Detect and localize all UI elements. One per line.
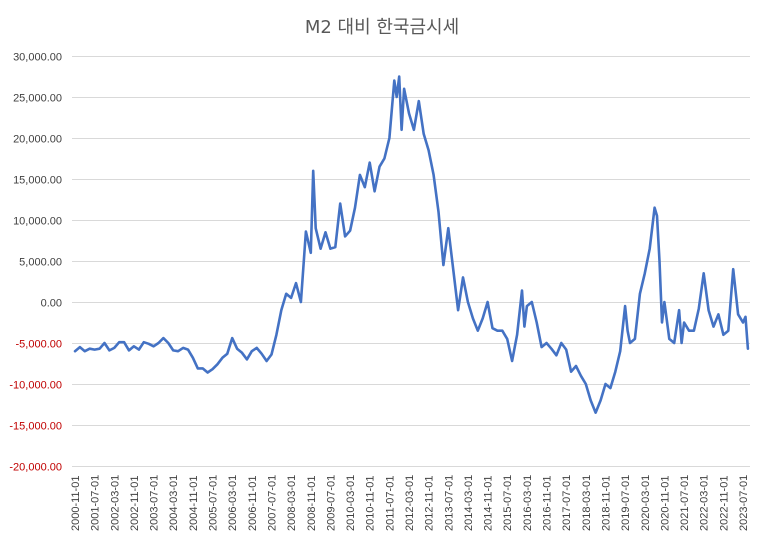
x-tick-label: 2014-03-01 [463,475,475,531]
y-tick-label: -15,000.00 [9,421,62,433]
x-tick-label: 2010-03-01 [345,475,357,531]
x-tick-label: 2012-11-01 [424,476,436,531]
x-tick-label: 2015-07-01 [502,475,514,531]
x-tick-label: 2017-07-01 [561,475,573,531]
x-tick-label: 2002-03-01 [109,475,121,531]
x-tick-label: 2012-03-01 [404,475,416,531]
y-tick-label: 20,000.00 [13,134,62,146]
x-tick-label: 2016-03-01 [522,475,534,531]
gridlines [72,56,750,467]
chart-title: M2 대비 한국금시세 [305,17,459,38]
x-tick-label: 2000-11-01 [70,476,82,531]
x-tick-label: 2004-11-01 [188,476,200,531]
y-tick-label: 5,000.00 [19,257,62,269]
x-tick-label: 2013-07-01 [443,475,455,531]
x-tick-label: 2016-11-01 [542,476,554,531]
x-tick-label: 2023-07-01 [738,475,750,531]
x-tick-label: 2003-07-01 [149,475,161,531]
y-axis-tick-labels: 30,000.00 25,000.00 20,000.00 15,000.00 10,0… [9,52,62,474]
y-tick-label: -10,000.00 [9,380,62,392]
x-tick-label: 2011-07-01 [384,476,396,531]
x-tick-label: 2019-07-01 [620,475,632,531]
y-tick-label: 30,000.00 [13,52,62,64]
x-tick-label: 2004-03-01 [168,475,180,531]
x-tick-label: 2010-11-01 [365,476,377,531]
y-tick-label: 25,000.00 [13,93,62,105]
x-tick-label: 2022-03-01 [699,475,711,531]
x-tick-label: 2001-07-01 [90,475,102,531]
x-tick-label: 2007-07-01 [266,475,278,531]
x-tick-label: 2020-03-01 [640,475,652,531]
x-tick-label: 2008-03-01 [286,475,298,531]
x-tick-label: 2006-11-01 [247,476,259,531]
y-tick-label: -5,000.00 [16,339,62,351]
x-tick-label: 2005-07-01 [208,475,220,531]
series-lines [73,75,750,414]
y-tick-label: 10,000.00 [13,216,62,228]
y-tick-label: 15,000.00 [13,175,62,187]
x-tick-label: 2018-03-01 [581,475,593,531]
x-tick-label: 2008-11-01 [306,476,318,531]
y-tick-label: -20,000.00 [9,462,62,474]
y-tick-label: 0.00 [41,298,62,310]
x-tick-label: 2018-11-01 [600,476,612,531]
x-tick-label: 2009-07-01 [325,475,337,531]
x-tick-label: 2021-07-01 [679,475,691,531]
x-tick-label: 2002-11-01 [129,476,141,531]
x-tick-label: 2006-03-01 [227,475,239,531]
x-tick-label: 2014-11-01 [483,476,495,531]
x-tick-label: 2020-11-01 [659,476,671,531]
x-tick-label: 2022-11-01 [718,476,730,531]
series-line [73,75,750,414]
x-axis-tick-labels: 2000-11-01 2001-07-01 2002-03-01 2002-11-01… [70,475,750,531]
